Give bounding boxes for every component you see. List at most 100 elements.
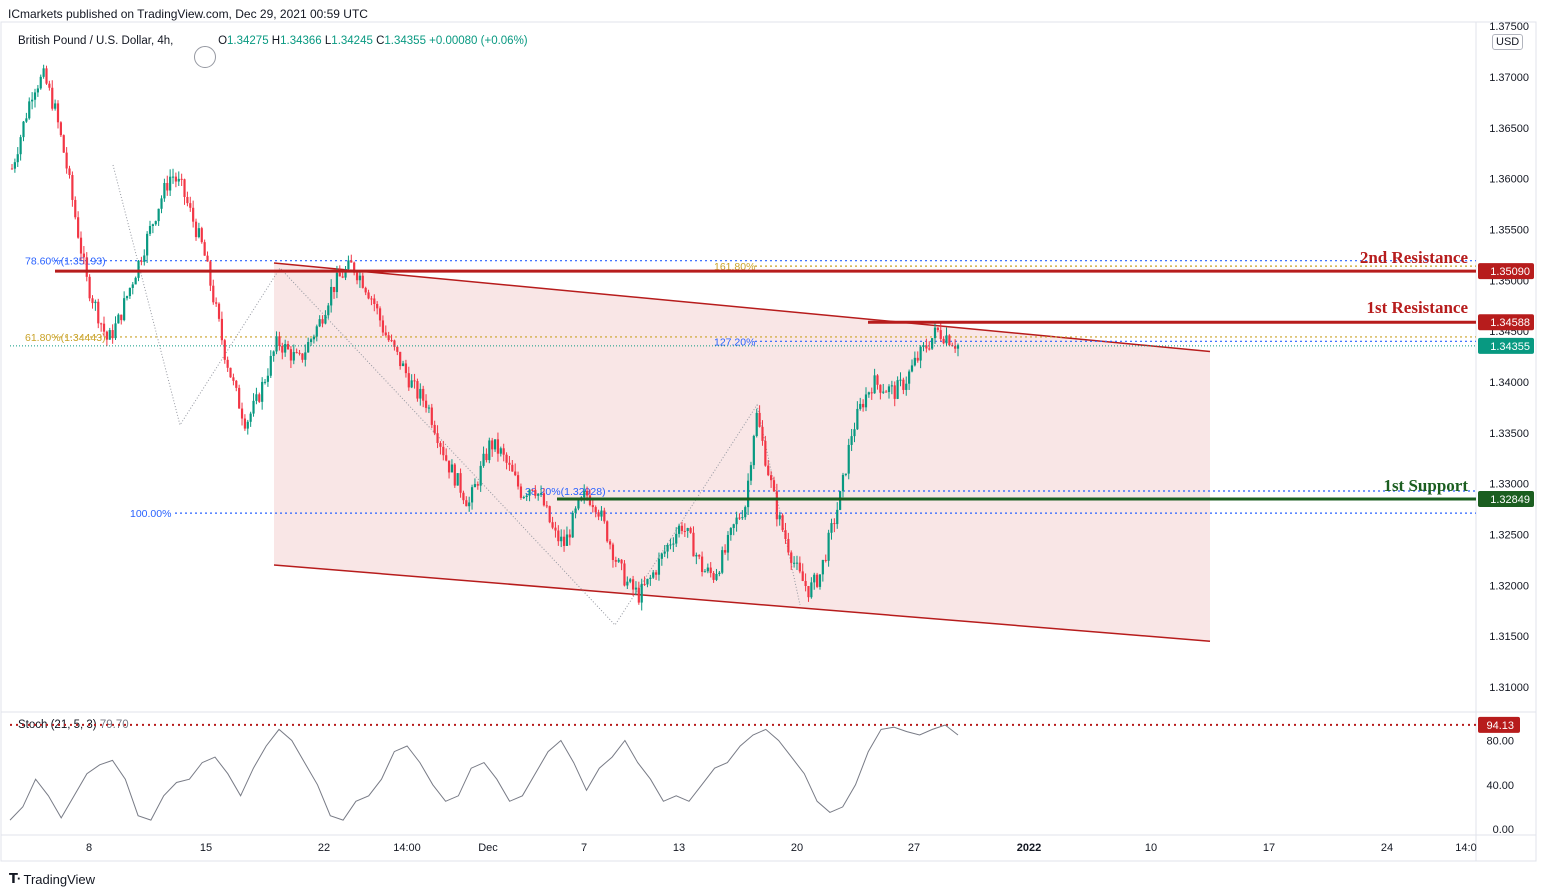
candle-body <box>657 558 661 575</box>
candle-body <box>519 486 523 498</box>
candle-body <box>758 412 761 427</box>
candle-body <box>790 552 793 563</box>
price-label-text: 1.35090 <box>1490 266 1530 278</box>
stoch-level-text: 94.13 <box>1486 720 1514 732</box>
candle-body <box>942 338 945 344</box>
candle-body <box>488 440 491 461</box>
candle-body <box>793 562 796 564</box>
candle-body <box>836 509 839 525</box>
candle-body <box>338 272 341 277</box>
candle-body <box>626 581 629 586</box>
candle-body <box>698 554 701 557</box>
candle-body <box>19 137 22 155</box>
candle-body <box>557 530 560 542</box>
price-tick-label: 1.32000 <box>1489 580 1529 592</box>
candle-body <box>614 559 617 562</box>
candle-body <box>502 448 505 455</box>
candle-body <box>105 331 108 340</box>
candle-body <box>91 298 94 304</box>
candle-body <box>752 435 755 466</box>
candle-body <box>315 326 318 337</box>
candle-body <box>568 534 571 538</box>
candle-body <box>439 443 442 447</box>
candle-body <box>263 381 267 383</box>
candle-body <box>255 394 258 401</box>
price-label-text: 1.34355 <box>1490 341 1530 353</box>
candle-body <box>473 484 477 488</box>
candle-body <box>465 500 468 507</box>
candle-body <box>194 221 198 238</box>
candle-body <box>712 573 715 580</box>
candle-body <box>171 176 175 178</box>
candle-body <box>643 583 646 585</box>
candle-body <box>591 505 594 508</box>
candle-body <box>151 224 154 226</box>
candle-body <box>131 284 134 288</box>
candle-body <box>637 587 640 603</box>
chart-frame <box>0 21 1537 862</box>
candle-body <box>660 553 663 559</box>
candle-body <box>376 303 379 309</box>
candle-body <box>318 319 321 327</box>
candle-body <box>123 298 126 321</box>
candle-body <box>663 551 666 554</box>
candle-body <box>709 567 712 574</box>
candle-body <box>36 88 39 93</box>
candle-body <box>353 262 356 273</box>
candle-body <box>88 276 91 299</box>
candle-body <box>611 544 615 560</box>
candle-body <box>816 574 819 587</box>
stoch-name[interactable]: Stoch (21, 5, 3) <box>18 719 97 731</box>
candle-body <box>341 276 344 278</box>
candle-body <box>885 391 888 393</box>
change-value: +0.00080 (+0.06%) <box>429 35 528 47</box>
candle-body <box>603 510 606 522</box>
candle-body <box>925 345 928 349</box>
candle-body <box>913 357 916 366</box>
stoch-value: 79.70 <box>99 719 129 731</box>
candle-body <box>821 559 824 575</box>
candle-body <box>853 429 856 437</box>
candle-body <box>68 168 71 176</box>
candle-body <box>54 103 57 109</box>
fib-label: 61.80%(1.34443) <box>25 332 106 344</box>
candle-body <box>243 418 247 429</box>
low-label: L <box>324 35 332 47</box>
candle-body <box>620 559 623 564</box>
candle-body <box>830 523 833 533</box>
candle-body <box>936 327 939 331</box>
candle-body <box>82 253 85 258</box>
candle-body <box>482 453 485 466</box>
candle-body <box>350 260 353 263</box>
candle-body <box>39 76 42 89</box>
symbol-title[interactable]: British Pound / U.S. Dollar, 4h, <box>18 35 174 47</box>
price-tick-label: 1.37000 <box>1489 72 1529 84</box>
candle-body <box>890 385 893 387</box>
candle-body <box>551 522 554 528</box>
candle-body <box>108 330 111 340</box>
candle-body <box>327 305 330 316</box>
candle-body <box>902 379 905 390</box>
candle-body <box>746 480 750 508</box>
candle-body <box>744 507 747 518</box>
candle-body <box>137 260 140 278</box>
candle-body <box>470 487 474 503</box>
candle-body <box>62 135 65 153</box>
candle-body <box>767 465 770 476</box>
candle-body <box>905 383 908 390</box>
time-tick-label: 8 <box>86 842 92 854</box>
candle-body <box>442 446 445 456</box>
low-value: 1.34245 <box>331 35 373 47</box>
candle-body <box>516 475 520 487</box>
candle-body <box>102 323 106 332</box>
circle-toggle-icon[interactable] <box>194 46 216 68</box>
time-tick-label: 22 <box>318 842 330 854</box>
candle-body <box>97 301 100 324</box>
candle-body <box>545 505 548 507</box>
currency-badge[interactable]: USD <box>1492 34 1524 50</box>
candle-body <box>246 421 249 429</box>
tradingview-footer[interactable]: 𝗧∙ TradingView <box>9 871 95 887</box>
candle-body <box>896 380 899 399</box>
candle-body <box>232 377 235 381</box>
